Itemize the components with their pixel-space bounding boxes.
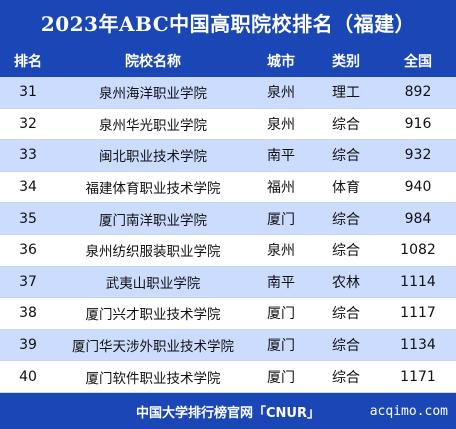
source-credit: 中国大学排行榜官网「CNUR」: [136, 405, 320, 421]
cell-score: 940: [404, 179, 432, 196]
cell-name: 泉州海洋职业学院: [99, 86, 207, 103]
header-name: 院校名称: [125, 53, 181, 70]
cell-type: 综合: [332, 369, 360, 386]
watermark: acqimo.com: [369, 403, 448, 419]
cell-city: 厦门: [267, 211, 295, 228]
cell-type: 综合: [332, 338, 360, 355]
cell-rank: 38: [19, 305, 37, 322]
cell-city: 南平: [267, 274, 295, 291]
cell-name: 厦门软件职业技术学院: [85, 370, 221, 387]
cell-name: 泉州华光职业学院: [99, 117, 207, 134]
cell-city: 厦门: [267, 338, 295, 355]
cell-score: 892: [404, 84, 432, 101]
cell-type: 综合: [332, 116, 360, 133]
cell-rank: 37: [19, 273, 37, 290]
cell-city: 泉州: [267, 116, 295, 133]
table-header: 排名 院校名称 城市 类别 全国: [0, 44, 456, 77]
header-score: 全国: [404, 53, 432, 70]
table-row: 33 闽北职业技术学院 南平 综合 932: [0, 140, 456, 172]
cell-rank: 39: [19, 337, 37, 354]
cell-city: 南平: [267, 148, 295, 165]
cell-city: 泉州: [267, 85, 295, 102]
table-row: 31 泉州海洋职业学院 泉州 理工 892: [0, 77, 456, 109]
cell-rank: 35: [19, 210, 37, 227]
cell-type: 综合: [332, 306, 360, 323]
cell-type: 理工: [332, 85, 360, 102]
table-row: 37 武夷山职业学院 南平 农林 1114: [0, 266, 456, 299]
cell-type: 综合: [332, 243, 360, 260]
cell-score: 1114: [400, 273, 436, 290]
table-row: 34 福建体育职业技术学院 福州 体育 940: [0, 171, 456, 204]
cell-rank: 34: [19, 179, 37, 196]
cell-name: 福建体育职业技术学院: [85, 181, 221, 198]
cell-rank: 40: [19, 368, 37, 385]
page-title: 2023年ABC中国高职院校排名（福建）: [0, 0, 456, 44]
cell-type: 综合: [332, 211, 360, 228]
cell-rank: 31: [19, 84, 37, 101]
cell-score: 984: [404, 210, 432, 227]
cell-name: 泉州纺织服装职业学院: [85, 244, 221, 261]
cell-rank: 32: [19, 115, 37, 132]
cell-city: 福州: [267, 180, 295, 197]
cell-score: 1134: [400, 337, 436, 354]
cell-name: 武夷山职业学院: [105, 275, 201, 292]
table-body: 31 泉州海洋职业学院 泉州 理工 892 32 泉州华光职业学院 泉州 综合 …: [0, 77, 456, 393]
cell-type: 农林: [332, 274, 360, 291]
cell-rank: 33: [19, 147, 37, 164]
table-row: 38 厦门兴才职业技术学院 厦门 综合 1117: [0, 298, 456, 330]
cell-name: 厦门兴才职业技术学院: [85, 307, 221, 324]
cell-name: 闽北职业技术学院: [99, 149, 207, 166]
table-row: 35 厦门南洋职业学院 厦门 综合 984: [0, 203, 456, 235]
header-city: 城市: [267, 53, 295, 70]
cell-city: 泉州: [267, 243, 295, 260]
cell-rank: 36: [19, 242, 37, 259]
cell-score: 916: [404, 115, 432, 132]
cell-score: 1117: [400, 305, 436, 322]
cell-city: 厦门: [267, 369, 295, 386]
cell-name: 厦门华天涉外职业技术学院: [72, 339, 234, 356]
table-row: 32 泉州华光职业学院 泉州 综合 916: [0, 108, 456, 141]
cell-city: 厦门: [267, 306, 295, 323]
cell-type: 综合: [332, 148, 360, 165]
cell-type: 体育: [332, 180, 360, 197]
footer-bar: 中国大学排行榜官网「CNUR」 acqimo.com: [0, 393, 456, 429]
table-row: 39 厦门华天涉外职业技术学院 厦门 综合 1134: [0, 329, 456, 362]
cell-name: 厦门南洋职业学院: [99, 212, 207, 229]
header-rank: 排名: [14, 53, 42, 70]
cell-score: 932: [404, 147, 432, 164]
table-row: 36 泉州纺织服装职业学院 泉州 综合 1082: [0, 234, 456, 267]
table-row: 40 厦门软件职业技术学院 厦门 综合 1171: [0, 361, 456, 393]
header-type: 类别: [332, 53, 360, 70]
cell-score: 1171: [400, 368, 436, 385]
cell-score: 1082: [400, 242, 436, 259]
